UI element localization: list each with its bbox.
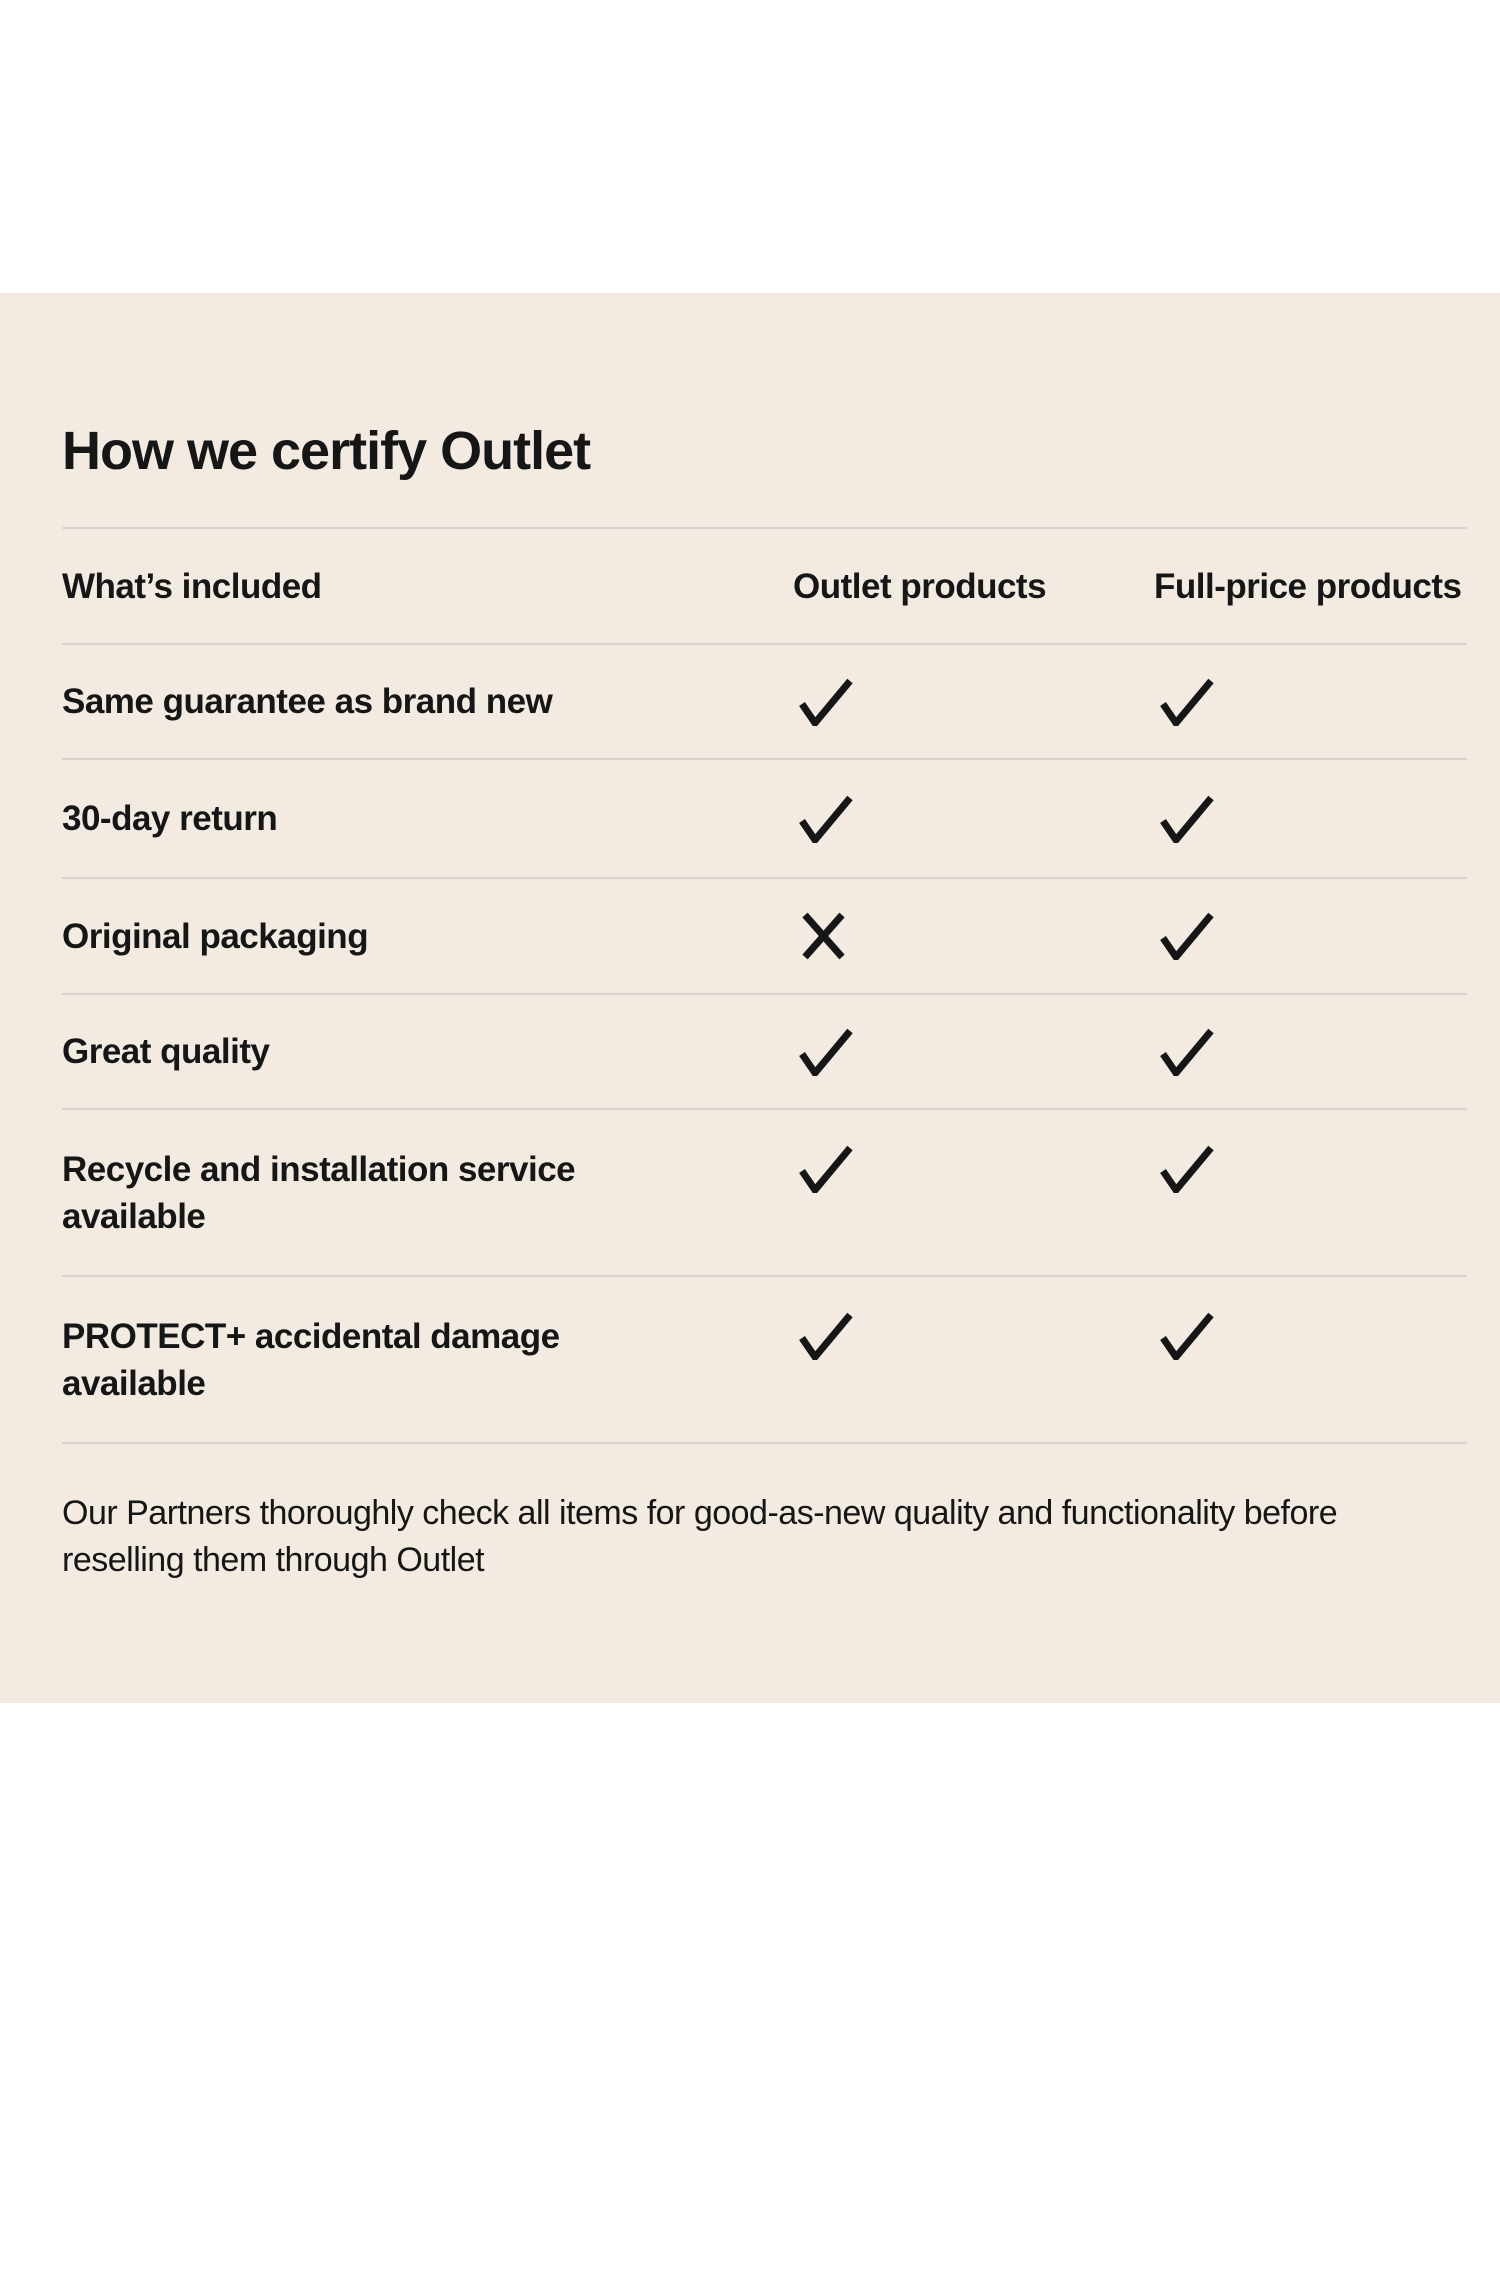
row-label: PROTECT+ accidental damage available	[62, 1316, 560, 1403]
row-label: Same guarantee as brand new	[62, 682, 553, 721]
check-icon	[793, 1028, 1154, 1076]
cross-icon	[793, 912, 1154, 960]
check-icon	[793, 1312, 1154, 1360]
row-label: Recycle and installation service availab…	[62, 1149, 576, 1236]
check-icon	[793, 678, 1154, 726]
column-header-whats-included: What’s included	[62, 566, 322, 606]
row-label: Original packaging	[62, 916, 369, 956]
check-icon	[1154, 912, 1467, 960]
check-icon	[1154, 678, 1467, 726]
table-row: Great quality	[62, 995, 1467, 1110]
column-header-outlet-products: Outlet products	[793, 566, 1047, 606]
footnote-line: Our Partners thoroughly check all items …	[62, 1494, 1338, 1532]
row-label: Great quality	[62, 1032, 270, 1071]
section-title: How we certify Outlet	[62, 421, 591, 481]
section-content: How we certify Outlet What’s included Ou…	[0, 293, 1500, 1584]
check-icon	[1154, 1145, 1467, 1193]
check-icon	[1154, 1312, 1467, 1360]
table-row: Recycle and installation service availab…	[62, 1110, 1467, 1277]
check-icon	[793, 795, 1154, 843]
column-header-full-price-products: Full-price products	[1154, 566, 1462, 606]
check-icon	[793, 1145, 1154, 1193]
check-icon	[1154, 1028, 1467, 1076]
certify-comparison-table: What’s included Outlet products Full-pri…	[62, 527, 1467, 1444]
outlet-certify-section: How we certify Outlet What’s included Ou…	[0, 293, 1500, 1703]
check-icon	[1154, 795, 1467, 843]
table-row: Original packaging	[62, 879, 1467, 995]
table-row: 30-day return	[62, 760, 1467, 879]
table-row: Same guarantee as brand new	[62, 645, 1467, 760]
row-label: 30-day return	[62, 799, 278, 838]
table-row: PROTECT+ accidental damage available	[62, 1277, 1467, 1444]
table-header-row: What’s included Outlet products Full-pri…	[62, 529, 1467, 645]
footnote-line: reselling them through Outlet	[62, 1541, 485, 1579]
footnote: Our Partners thoroughly check all items …	[62, 1490, 1467, 1584]
